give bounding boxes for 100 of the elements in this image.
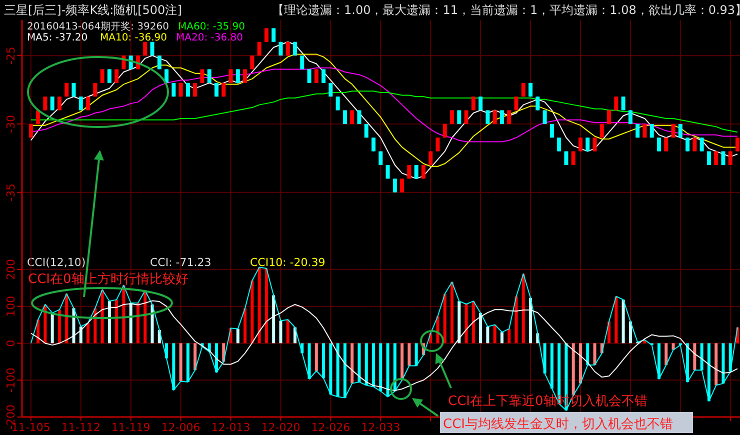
line-series — [30, 266, 738, 411]
candlestick — [157, 55, 162, 70]
candlestick — [457, 110, 462, 124]
y-tick-label: -30 — [4, 114, 18, 133]
candlestick — [43, 96, 48, 111]
bar — [450, 282, 454, 344]
bar — [722, 343, 725, 384]
candlestick — [357, 110, 362, 124]
candlestick — [200, 68, 204, 84]
candlestick — [264, 28, 268, 42]
bar — [628, 321, 632, 344]
bar — [244, 308, 247, 344]
candlestick — [57, 96, 62, 111]
bar — [458, 301, 461, 344]
candlestick — [557, 137, 562, 152]
bar — [593, 343, 596, 365]
candlestick — [300, 55, 304, 70]
candlestick — [450, 110, 454, 124]
y-tick-label: -25 — [4, 46, 18, 65]
bar — [272, 295, 276, 344]
candlestick — [50, 96, 54, 111]
x-tick-label: 12-006 — [161, 421, 200, 434]
bar — [258, 267, 261, 344]
bar — [657, 343, 660, 379]
bar — [622, 300, 625, 344]
candlestick — [592, 137, 597, 152]
bar — [179, 343, 182, 382]
bar — [322, 343, 326, 378]
bar — [664, 343, 668, 365]
bar — [464, 304, 468, 344]
bar — [129, 303, 132, 344]
candlestick — [114, 68, 119, 84]
bar — [578, 343, 582, 384]
candlestick — [272, 28, 276, 42]
line-series — [30, 90, 738, 133]
candlestick — [628, 110, 632, 124]
candlestick — [500, 110, 504, 124]
bar — [172, 343, 176, 390]
bar — [700, 343, 704, 370]
candlestick — [342, 110, 347, 124]
candlestick — [107, 68, 112, 84]
candlestick — [428, 150, 433, 166]
candlestick — [706, 150, 711, 166]
annotation: CCI10: -20.39 — [250, 256, 326, 269]
candlestick — [471, 96, 476, 111]
candlestick — [307, 68, 312, 84]
bar — [693, 343, 696, 370]
bar — [543, 343, 546, 374]
line-series — [30, 54, 738, 167]
line-series — [30, 41, 738, 180]
y-tick-label: 200 — [4, 258, 18, 280]
bar — [108, 301, 111, 344]
bar — [264, 268, 268, 344]
candlestick — [236, 68, 240, 84]
bar — [194, 343, 197, 370]
bar — [586, 343, 590, 365]
annotation: CCI: -71.23 — [150, 256, 212, 269]
bar — [279, 320, 282, 344]
bar — [136, 303, 140, 344]
candlestick — [686, 137, 690, 152]
bar — [500, 332, 504, 344]
candlestick — [486, 110, 490, 124]
candlestick — [664, 137, 668, 152]
bar — [443, 294, 446, 344]
bar — [486, 326, 490, 344]
candlestick — [350, 110, 354, 124]
candlestick — [507, 110, 512, 124]
x-tick-label: 12-026 — [311, 421, 350, 434]
bar — [408, 343, 411, 366]
bar — [493, 324, 496, 344]
candlestick — [586, 137, 590, 152]
candlestick — [542, 110, 547, 124]
bar — [379, 343, 382, 392]
bar — [400, 343, 404, 380]
candlestick — [243, 68, 248, 84]
bar — [186, 343, 190, 382]
bar — [514, 296, 518, 344]
candlestick — [336, 96, 340, 111]
candlestick — [621, 96, 626, 111]
text: MA60: -35.90 — [178, 22, 245, 32]
bar — [314, 343, 318, 371]
candlestick — [400, 178, 404, 193]
chart-title: 三星[后三]-频率K线:随机[500注] — [4, 3, 182, 17]
bar — [414, 343, 418, 366]
annotation: CCI与均线发生金叉时，切入机会也不错 — [443, 417, 673, 432]
bar — [350, 343, 354, 384]
bar — [707, 343, 710, 402]
candlestick — [100, 68, 104, 84]
x-tick-label: 11-112 — [61, 421, 100, 434]
candlestick — [514, 96, 518, 111]
candlestick — [378, 150, 383, 166]
x-tick-label: 11-119 — [111, 421, 150, 434]
candlestick — [578, 137, 582, 152]
bar — [286, 320, 290, 344]
bar — [714, 343, 718, 386]
text: MA5: -37.20 — [27, 32, 88, 44]
bar — [329, 343, 332, 394]
candlestick — [36, 110, 40, 124]
candlestick — [714, 150, 718, 166]
candlestick — [692, 137, 697, 152]
